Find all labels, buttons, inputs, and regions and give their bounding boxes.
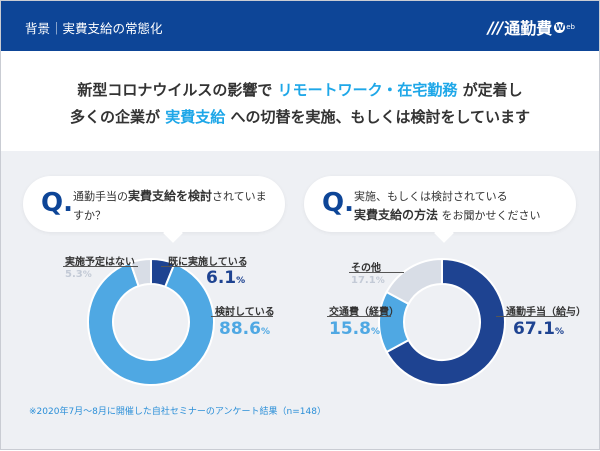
h1-pre: 新型コロナウイルスの影響で [77, 81, 278, 99]
logo-text: 通勤費 [504, 19, 553, 38]
h1-hl: リモートワーク・在宅勤務 [277, 81, 458, 99]
label-allowance: 通勤手当（給与） [506, 307, 586, 318]
logo-w: W [554, 21, 566, 33]
leader-line [63, 266, 138, 267]
unit: % [375, 276, 385, 286]
value: 5.3 [65, 269, 83, 280]
donut-slice [87, 261, 215, 386]
unit: % [260, 327, 270, 337]
footnote: ※2020年7月～8月に開催した自社セミナーのアンケート結果（n=148） [29, 407, 326, 417]
unit: % [236, 276, 246, 286]
value: 6.1 [206, 268, 237, 288]
value: 88.6 [219, 319, 261, 339]
label-considering: 検討している [215, 307, 275, 318]
q-pre: 通勤手当の [73, 190, 128, 203]
label-done: 既に実施している [168, 257, 248, 268]
headline: 新型コロナウイルスの影響で リモートワーク・在宅勤務 が定着し 多くの企業が 実… [1, 51, 599, 151]
donut-slice [385, 257, 506, 386]
h1-post: が定着し [457, 81, 523, 99]
label-other: その他 [351, 263, 381, 274]
question-text: 実施、もしくは検討されている 実費支給の方法 をお聞かせください [354, 187, 541, 225]
leader-line [496, 316, 568, 317]
unit: % [370, 327, 380, 337]
q-post: されていますか？ [73, 190, 267, 222]
h2-hl: 実費支給 [165, 108, 226, 126]
q-bold: 実費支給の方法 [354, 208, 439, 222]
logo-mark: /// [487, 17, 504, 37]
pct-expense: 15.8% [329, 319, 380, 339]
pct-considering: 88.6% [219, 319, 270, 339]
leader-line [211, 316, 273, 317]
h2-pre: 多くの企業が [69, 108, 166, 126]
logo-suffix: eb [566, 23, 575, 31]
headline-line1: 新型コロナウイルスの影響で リモートワーク・在宅勤務 が定着し [1, 77, 599, 104]
value: 15.8 [329, 319, 371, 339]
label-none: 実施予定はない [65, 257, 135, 268]
pct-done: 6.1% [206, 268, 245, 288]
leader-line [327, 316, 391, 317]
leader-line [349, 272, 404, 273]
question-bubble-1: Q. 通勤手当の実費支給を検討されていますか？ [23, 176, 285, 232]
value: 67.1 [513, 319, 555, 339]
q-mark: Q. [322, 188, 354, 218]
header-title: 背景｜実費支給の常態化 [25, 21, 163, 36]
pct-none: 5.3% [65, 269, 92, 280]
headline-line2: 多くの企業が 実費支給 への切替を実施、もしくは検討をしています [1, 104, 599, 131]
question-text: 通勤手当の実費支給を検討されていますか？ [73, 187, 273, 225]
q-post: をお聞かせください [438, 209, 541, 222]
label-expense: 交通費（経費） [329, 307, 399, 318]
value: 17.1 [351, 275, 376, 286]
donut-slice [385, 257, 443, 306]
q-pre: 実施、もしくは検討されている [354, 190, 508, 203]
pct-other: 17.1% [351, 275, 385, 286]
donut-slice [129, 257, 152, 288]
unit: % [554, 327, 564, 337]
question-bubble-2: Q. 実施、もしくは検討されている 実費支給の方法 をお聞かせください [304, 176, 576, 232]
leader-line [161, 266, 246, 267]
q-bold: 実費支給を検討 [128, 189, 213, 203]
pct-allowance: 67.1% [513, 319, 564, 339]
q-mark: Q. [41, 188, 73, 218]
unit: % [82, 270, 92, 280]
h2-post: への切替を実施、もしくは検討をしています [225, 108, 531, 126]
